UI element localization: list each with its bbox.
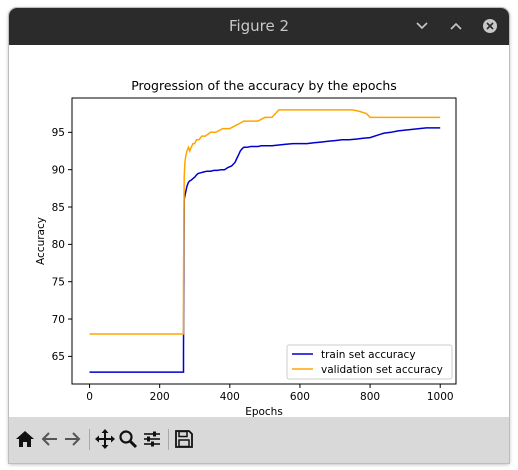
chevron-up-icon bbox=[450, 22, 462, 30]
figure-window: Figure 2 Progression of the accuracy by … bbox=[9, 8, 509, 463]
magnifier-icon bbox=[119, 430, 138, 449]
arrow-left-icon bbox=[41, 432, 57, 446]
minimize-button[interactable] bbox=[412, 16, 432, 36]
series-line-train bbox=[89, 127, 441, 373]
window-title: Figure 2 bbox=[228, 17, 290, 35]
legend: train set accuracy validation set accura… bbox=[286, 344, 453, 380]
configure-subplots-button[interactable] bbox=[141, 428, 163, 450]
series-line-validation bbox=[89, 109, 441, 335]
maximize-button[interactable] bbox=[446, 16, 466, 36]
y-tick-label: 65 bbox=[52, 351, 65, 363]
figure-canvas[interactable]: Progression of the accuracy by the epoch… bbox=[9, 45, 509, 418]
navigation-toolbar bbox=[9, 417, 509, 463]
chart-title: Progression of the accuracy by the epoch… bbox=[131, 78, 397, 93]
close-button[interactable] bbox=[480, 16, 500, 36]
y-axis-label: Accuracy bbox=[35, 217, 47, 265]
x-axis-label: Epochs bbox=[245, 406, 283, 417]
y-tick-label: 90 bbox=[52, 164, 65, 176]
y-tick-label: 80 bbox=[52, 239, 65, 251]
move-icon bbox=[95, 429, 115, 449]
y-tick-label: 95 bbox=[52, 127, 65, 139]
x-tick-label: 800 bbox=[360, 391, 380, 403]
legend-label-train: train set accuracy bbox=[321, 349, 416, 361]
close-icon bbox=[483, 19, 497, 33]
back-button[interactable] bbox=[38, 428, 60, 450]
y-tick-label: 85 bbox=[52, 202, 65, 214]
plot-frame bbox=[71, 97, 457, 385]
x-tick-label: 400 bbox=[220, 391, 240, 403]
x-tick-label: 200 bbox=[150, 391, 170, 403]
legend-box bbox=[286, 344, 453, 380]
accuracy-chart: Progression of the accuracy by the epoch… bbox=[35, 78, 457, 418]
x-tick-label: 1000 bbox=[427, 391, 454, 403]
chevron-down-icon bbox=[416, 22, 428, 30]
save-button[interactable] bbox=[173, 428, 195, 450]
toolbar-separator bbox=[168, 429, 169, 450]
plot-series bbox=[89, 109, 441, 373]
legend-label-validation: validation set accuracy bbox=[321, 364, 443, 376]
pan-button[interactable] bbox=[94, 428, 116, 450]
zoom-button[interactable] bbox=[117, 428, 139, 450]
title-bar[interactable]: Figure 2 bbox=[9, 8, 509, 45]
forward-button[interactable] bbox=[62, 428, 84, 450]
y-axis-ticks: 65 70 75 80 85 90 95 bbox=[52, 127, 72, 363]
sliders-icon bbox=[144, 431, 160, 447]
arrow-right-icon bbox=[65, 432, 81, 446]
home-button[interactable] bbox=[14, 428, 36, 450]
y-tick-label: 70 bbox=[52, 314, 65, 326]
x-tick-label: 600 bbox=[290, 391, 310, 403]
home-icon bbox=[16, 431, 34, 447]
y-tick-label: 75 bbox=[52, 276, 65, 288]
x-tick-label: 0 bbox=[86, 391, 93, 403]
toolbar-separator bbox=[89, 429, 90, 450]
x-axis-ticks: 0 200 400 600 800 1000 bbox=[86, 384, 454, 403]
floppy-disk-icon bbox=[175, 430, 193, 448]
